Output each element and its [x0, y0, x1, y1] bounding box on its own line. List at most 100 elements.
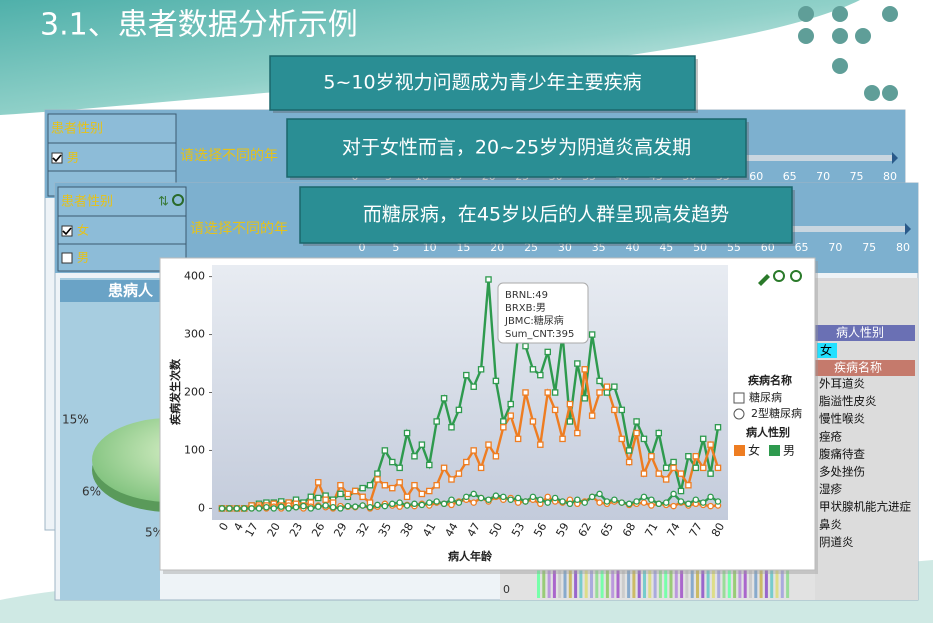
- slider-tick: 30: [558, 241, 572, 254]
- disease-item[interactable]: 湿疹: [819, 482, 842, 496]
- point: [655, 470, 663, 477]
- slider-tick: 80: [883, 170, 897, 183]
- strip-bar: [722, 570, 726, 598]
- strip-bar: [743, 570, 747, 598]
- strip-bar: [632, 570, 636, 598]
- point: [537, 441, 544, 448]
- disease-item[interactable]: 甲状腺机能亢进症: [819, 500, 911, 514]
- point: [662, 499, 670, 506]
- disease-item[interactable]: 鼻炎: [819, 517, 842, 531]
- point: [685, 481, 692, 489]
- legend-label: 男: [783, 444, 795, 458]
- point: [411, 500, 418, 508]
- zoom-in-icon[interactable]: [773, 270, 785, 282]
- disease-item[interactable]: 阴道炎: [819, 535, 854, 549]
- x-tick-label: 68: [620, 521, 638, 540]
- strip-bar: [775, 570, 779, 598]
- callout-text: 而糖尿病，在45岁以后的人群呈现高发趋势: [363, 204, 729, 226]
- slider-tick: 75: [862, 241, 876, 254]
- legend-label: 女: [748, 443, 760, 458]
- point: [625, 500, 633, 508]
- point: [529, 366, 537, 373]
- x-tick-label: 23: [287, 521, 305, 540]
- strip-bar: [605, 570, 609, 598]
- point: [551, 406, 559, 414]
- point: [714, 464, 722, 472]
- point: [470, 490, 477, 498]
- tooltip-line: BRNL:49: [505, 290, 548, 301]
- point: [455, 406, 463, 414]
- point: [277, 503, 285, 510]
- point: [307, 505, 315, 512]
- disease-item[interactable]: 腹痛待查: [819, 447, 865, 461]
- zoom-out-icon[interactable]: [790, 270, 802, 282]
- point: [389, 484, 396, 492]
- point: [448, 496, 455, 503]
- strip-bar: [542, 570, 546, 598]
- point: [685, 500, 692, 508]
- point: [707, 493, 714, 501]
- legend-title: 疾病名称: [748, 373, 792, 387]
- search-icon[interactable]: [172, 194, 184, 206]
- disease-item[interactable]: 外耳道炎: [819, 377, 865, 391]
- y-tick-label: 400: [184, 270, 205, 283]
- point: [352, 487, 359, 495]
- disease-item[interactable]: 脂溢性皮炎: [819, 394, 877, 408]
- disease-item[interactable]: 多处挫伤: [819, 465, 865, 479]
- point: [426, 499, 433, 506]
- point: [522, 342, 529, 350]
- strip-bar: [674, 570, 678, 598]
- strip-bar: [537, 570, 540, 598]
- point: [455, 499, 463, 506]
- point: [314, 479, 322, 486]
- strip-bar: [568, 570, 572, 598]
- checkbox[interactable]: [61, 225, 73, 237]
- x-tick-label: 20: [265, 521, 283, 540]
- slider-tick: 70: [816, 170, 830, 183]
- point: [477, 464, 485, 472]
- slider-tick: 50: [693, 241, 707, 254]
- point: [559, 498, 566, 505]
- point: [544, 499, 551, 506]
- filter-box: [47, 113, 177, 197]
- x-tick-label: 32: [354, 521, 372, 540]
- point: [566, 400, 574, 408]
- point: [588, 331, 596, 338]
- point: [448, 501, 455, 509]
- point: [574, 496, 581, 503]
- checkbox[interactable]: [51, 152, 63, 164]
- disease-item[interactable]: 痤疮: [819, 429, 842, 443]
- disease-item[interactable]: 慢性喉炎: [819, 412, 865, 426]
- slider-tick: 80: [896, 241, 910, 254]
- sex-selected-bg[interactable]: [817, 343, 837, 358]
- checkbox[interactable]: [61, 252, 73, 264]
- point: [640, 435, 648, 443]
- slider-tick: 35: [592, 241, 606, 254]
- point: [433, 418, 440, 425]
- slider-tick: 65: [795, 241, 809, 254]
- point: [314, 503, 322, 510]
- strip-bar: [754, 570, 758, 598]
- point: [485, 441, 492, 448]
- pencil-icon[interactable]: [758, 274, 770, 286]
- point: [677, 498, 685, 505]
- plot-area: [212, 265, 728, 520]
- point: [714, 498, 722, 505]
- disease-title: 疾病名称: [834, 360, 882, 375]
- strip-bar: [563, 570, 567, 598]
- point: [500, 493, 507, 501]
- strip-bar: [759, 570, 763, 598]
- point: [596, 490, 603, 498]
- slider-tick: 55: [727, 241, 741, 254]
- point: [381, 447, 389, 454]
- point: [559, 435, 566, 443]
- filter-icons[interactable]: ⇅: [158, 195, 169, 210]
- point: [389, 458, 396, 466]
- strip-bar: [547, 570, 551, 598]
- point: [233, 505, 241, 512]
- point: [470, 447, 477, 454]
- point: [463, 371, 470, 379]
- point: [699, 464, 707, 472]
